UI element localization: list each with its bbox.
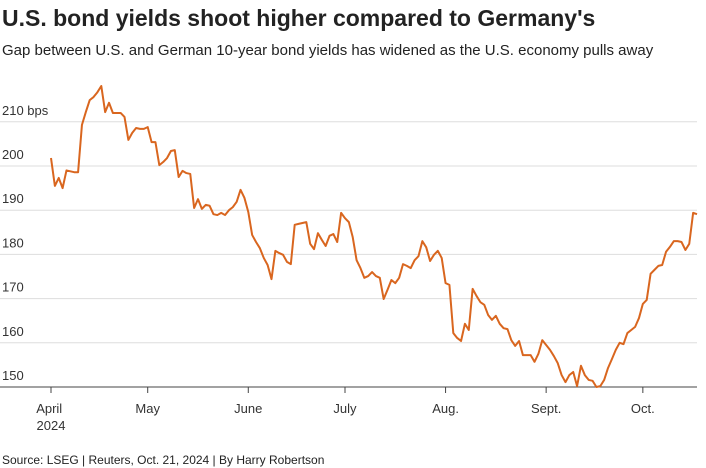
x-tick-label: April 2024 <box>36 401 66 433</box>
x-tick-label: May <box>135 401 160 416</box>
y-tick-label: 210 bps <box>2 103 49 118</box>
source: Source: LSEG | Reuters, Oct. 21, 2024 | … <box>2 453 324 467</box>
chart-title: U.S. bond yields shoot higher compared t… <box>2 5 595 31</box>
y-tick-label: 180 <box>2 235 24 250</box>
x-tick-label: July <box>333 401 357 416</box>
y-tick-label: 160 <box>2 324 24 339</box>
chart-subtitle: Gap between U.S. and German 10-year bond… <box>2 42 654 59</box>
x-tick-label: Sept. <box>531 401 561 416</box>
y-tick-label: 170 <box>2 280 24 295</box>
y-tick-label: 190 <box>2 191 24 206</box>
data-line <box>50 85 698 388</box>
y-tick-label: 200 <box>2 147 24 162</box>
x-tick-label: Aug. <box>432 401 459 416</box>
y-tick-label: 150 <box>2 368 24 383</box>
x-tick-label: June <box>234 401 262 416</box>
x-tick-label: Oct. <box>631 401 655 416</box>
